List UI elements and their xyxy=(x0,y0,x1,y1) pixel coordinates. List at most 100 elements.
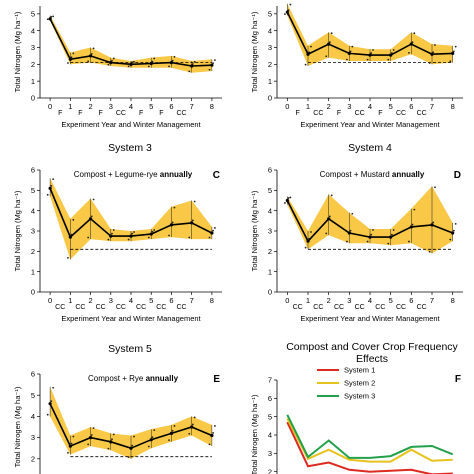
replicate-point xyxy=(111,59,113,62)
mean-point xyxy=(88,436,93,440)
y-tick-label: 1 xyxy=(268,77,272,86)
replicate-point xyxy=(107,63,110,66)
legend-entry: System 2 xyxy=(344,379,375,388)
replicate-point xyxy=(454,222,457,225)
replicate-point xyxy=(171,221,174,224)
y-tick-label: 3 xyxy=(31,433,35,442)
replicate-point xyxy=(193,60,196,63)
panel-letter: D xyxy=(454,170,461,181)
y-tick-label: 4 xyxy=(31,26,35,35)
x-tick-label: 3 xyxy=(109,102,113,111)
y-tick-label: 7 xyxy=(268,376,272,385)
mean-point xyxy=(285,198,289,203)
x-axis-label: Experiment Year and Winter Management xyxy=(300,314,440,323)
replicate-point xyxy=(46,18,49,21)
x-tick-label: 4 xyxy=(129,296,133,305)
x-tick-label: 1 xyxy=(68,102,72,111)
replicate-point xyxy=(449,60,452,63)
mean-point xyxy=(48,402,52,406)
replicate-point xyxy=(390,233,393,236)
replicate-point xyxy=(107,238,110,241)
replicate-point xyxy=(131,232,134,235)
mean-point xyxy=(109,234,113,238)
replicate-point xyxy=(168,65,170,68)
replicate-point xyxy=(153,229,156,231)
chart-system2: 0 1 2 3 4 5 6 Total Nitrogen (Mg ha⁻¹) 0 1 2 3 4 5 6 7 8… xyxy=(250,0,463,129)
replicate-point xyxy=(330,32,333,35)
plot-area xyxy=(46,178,216,260)
plot-area xyxy=(284,186,457,254)
replicate-point xyxy=(351,212,354,215)
x-tick-label: 0 xyxy=(285,102,289,111)
x-tick-label: 3 xyxy=(109,296,113,305)
replicate-point xyxy=(50,400,53,403)
replicate-point xyxy=(284,202,286,204)
chart-system3: System 3 0 1 2 3 4 5 6 Total Nitrogen (Mg ha⁻¹) 0… xyxy=(13,142,222,323)
x-axis-label: Experiment Year and Winter Management xyxy=(61,120,201,129)
replicate-point xyxy=(372,229,374,231)
y-tick-label: 6 xyxy=(31,166,35,175)
plot-area xyxy=(46,15,216,73)
y-tick-label: 6 xyxy=(31,370,35,379)
winter-management-label: CC xyxy=(96,304,106,311)
mean-point xyxy=(109,61,113,65)
replicate-point xyxy=(70,442,73,445)
x-tick-label: 5 xyxy=(149,296,153,305)
replicate-point xyxy=(171,59,174,62)
mean-point xyxy=(327,217,331,221)
mean-point xyxy=(88,54,93,58)
y-axis-label: Total Nitrogen (Mg ha⁻¹) xyxy=(250,190,259,271)
x-tick-label: 6 xyxy=(409,296,413,305)
replicate-point xyxy=(351,45,354,48)
replicate-point xyxy=(151,60,154,63)
replicate-point xyxy=(52,15,55,18)
x-tick-label: 4 xyxy=(368,296,372,305)
mean-point xyxy=(306,52,310,56)
replicate-point xyxy=(87,236,90,239)
y-tick-label: 5 xyxy=(268,9,272,18)
winter-management-label: F xyxy=(99,110,103,117)
winter-management-label: F xyxy=(58,110,62,117)
winter-management-label: CC xyxy=(417,110,427,117)
plot-area xyxy=(46,386,216,459)
replicate-point xyxy=(70,56,73,59)
mean-point xyxy=(190,425,194,429)
y-axis-label: Total Nitrogen (Mg ha⁻¹) xyxy=(13,11,22,92)
x-tick-label: 7 xyxy=(190,102,194,111)
replicate-point xyxy=(153,429,156,432)
winter-management-label: CC xyxy=(176,110,186,117)
replicate-point xyxy=(387,242,390,245)
mean-point xyxy=(169,61,174,65)
replicate-point xyxy=(151,230,154,233)
replicate-point xyxy=(212,229,214,232)
confidence-band xyxy=(287,186,453,254)
mean-point xyxy=(68,235,72,239)
x-tick-label: 2 xyxy=(88,102,92,111)
replicate-point xyxy=(133,231,135,233)
y-tick-label: 4 xyxy=(31,206,35,215)
y-tick-label: 5 xyxy=(268,186,272,195)
mean-point xyxy=(68,444,72,448)
replicate-point xyxy=(72,52,75,55)
replicate-point xyxy=(213,59,216,62)
y-tick-label: 5 xyxy=(31,9,35,18)
replicate-point xyxy=(188,432,191,435)
winter-management-label: CC xyxy=(375,304,385,311)
chart-title: Compost and Cover Crop Frequency Effects xyxy=(286,341,458,365)
mean-point xyxy=(430,52,434,56)
y-tick-label: 1 xyxy=(31,77,35,86)
series-line-3 xyxy=(286,414,454,459)
series-line-1 xyxy=(286,421,453,474)
replicate-point xyxy=(72,218,75,221)
winter-management-label: F xyxy=(296,110,300,117)
panel-letter: F xyxy=(455,374,461,385)
y-axis-label: Total Nitrogen (Mg ha⁻¹) xyxy=(13,386,22,467)
mean-point xyxy=(129,234,133,238)
replicate-point xyxy=(168,439,170,442)
replicate-point xyxy=(372,49,374,51)
replicate-point xyxy=(392,229,395,231)
mean-point xyxy=(169,431,174,435)
y-tick-label: 4 xyxy=(268,431,272,440)
replicate-point xyxy=(310,231,312,233)
